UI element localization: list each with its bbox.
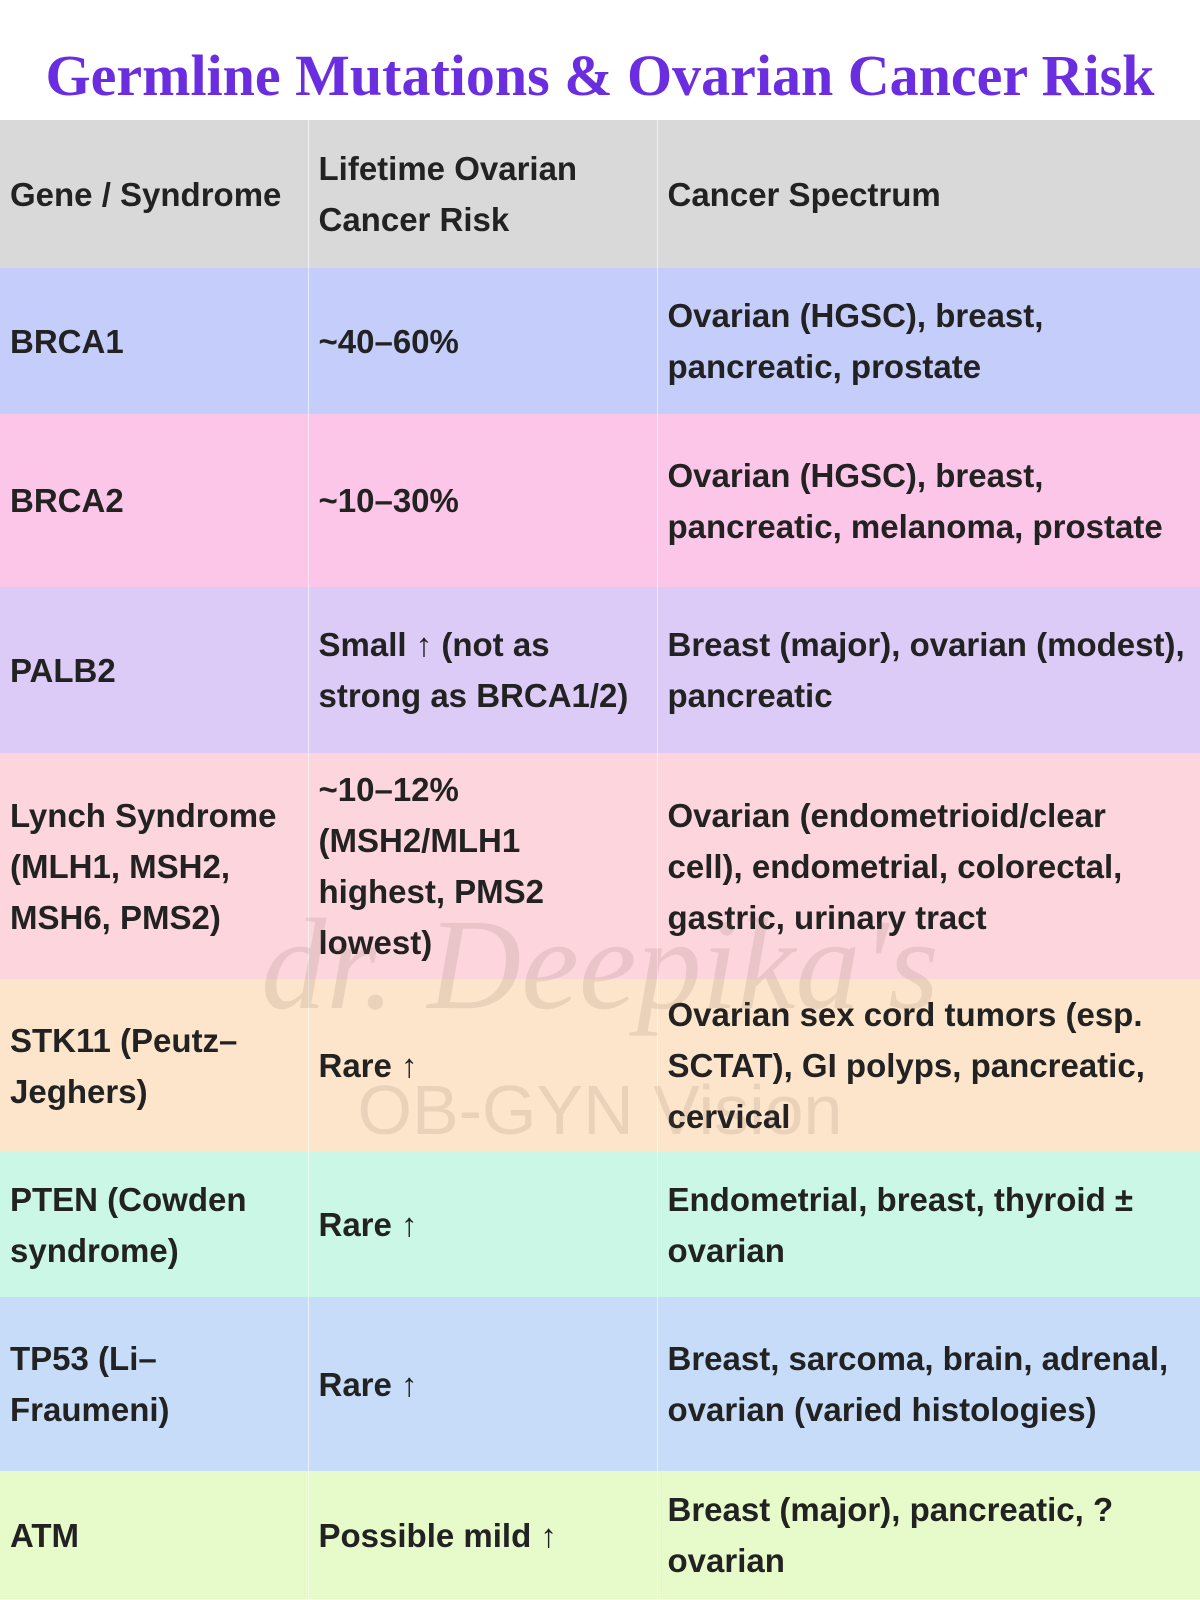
table-cell: ~40–60% [308, 268, 658, 414]
table-cell: Endometrial, breast, thyroid ± ovarian [657, 1152, 1200, 1297]
table-cell: TP53 (Li–Fraumeni) [0, 1297, 309, 1471]
table-cell: Lynch Syndrome (MLH1, MSH2, MSH6, PMS2) [0, 753, 309, 979]
table-row: PTEN (Cowden syndrome) Rare ↑ Endometrial,… [0, 1152, 1200, 1297]
table-row: Lynch Syndrome (MLH1, MSH2, MSH6, PMS2) ~… [0, 753, 1200, 979]
risk-table: Gene / Syndrome Lifetime Ovarian Cancer R… [0, 120, 1200, 1599]
table-cell: Rare ↑ [308, 1152, 658, 1297]
table-cell: Breast (major), pancreatic, ? ovarian [657, 1471, 1200, 1599]
table-cell: ~10–12% (MSH2/MLH1 highest, PMS2 lowest) [308, 753, 658, 979]
column-header: Gene / Syndrome [0, 120, 309, 268]
title: Germline Mutations & Ovarian Cancer Risk [45, 43, 1155, 108]
table-cell: Ovarian sex cord tumors (esp. SCTAT), GI… [657, 979, 1200, 1152]
table-cell: BRCA2 [0, 414, 309, 587]
table-cell: Rare ↑ [308, 1297, 658, 1471]
table-cell: Breast, sarcoma, brain, adrenal, ovarian… [657, 1297, 1200, 1471]
table-cell: PTEN (Cowden syndrome) [0, 1152, 309, 1297]
table-cell: PALB2 [0, 587, 309, 753]
table-row: BRCA2 ~10–30% Ovarian (HGSC), breast, panc… [0, 414, 1200, 587]
table-row: BRCA1 ~40–60% Ovarian (HGSC), breast, panc… [0, 268, 1200, 414]
header-row: Gene / Syndrome Lifetime Ovarian Cancer R… [0, 120, 1200, 268]
table-row: TP53 (Li–Fraumeni) Rare ↑ Breast, sarcoma,… [0, 1297, 1200, 1471]
table-cell: Small ↑ (not as strong as BRCA1/2) [308, 587, 658, 753]
column-header: Cancer Spectrum [657, 120, 1200, 268]
table-row: PALB2 Small ↑ (not as strong as BRCA1/2) B… [0, 587, 1200, 753]
table-cell: Ovarian (HGSC), breast, pancreatic, pros… [657, 268, 1200, 414]
table-cell: Possible mild ↑ [308, 1471, 658, 1599]
table-cell: Rare ↑ [308, 979, 658, 1152]
table-cell: Ovarian (HGSC), breast, pancreatic, mela… [657, 414, 1200, 587]
table-row: STK11 (Peutz–Jeghers) Rare ↑ Ovarian sex c… [0, 979, 1200, 1152]
table-cell: ~10–30% [308, 414, 658, 587]
table-cell: Ovarian (endometrioid/clear cell), endom… [657, 753, 1200, 979]
table-cell: BRCA1 [0, 268, 309, 414]
table-cell: STK11 (Peutz–Jeghers) [0, 979, 309, 1152]
table-cell: ATM [0, 1471, 309, 1599]
table-row: ATM Possible mild ↑ Breast (major), pancre… [0, 1471, 1200, 1599]
table-cell: Breast (major), ovarian (modest), pancre… [657, 587, 1200, 753]
column-header: Lifetime Ovarian Cancer Risk [308, 120, 658, 268]
